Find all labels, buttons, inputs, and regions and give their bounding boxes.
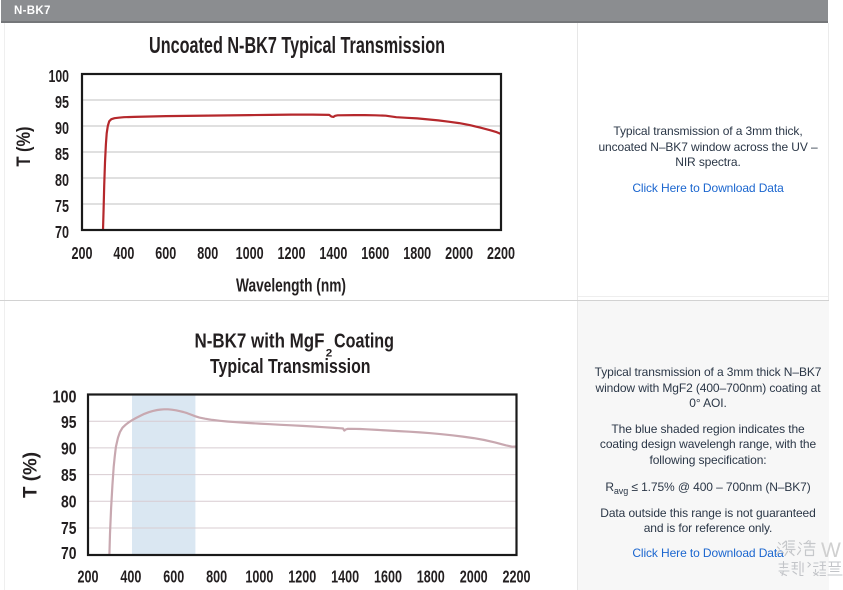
svg-text:200: 200 [78, 567, 99, 587]
svg-text:800: 800 [206, 567, 227, 587]
svg-text:1800: 1800 [403, 243, 431, 263]
svg-text:95: 95 [61, 412, 77, 432]
svg-text:N-BK7 with MgF: N-BK7 with MgF [195, 330, 325, 353]
svg-text:2000: 2000 [445, 243, 473, 263]
svg-text:Uncoated N-BK7 Typical Transmi: Uncoated N-BK7 Typical Transmission [149, 32, 445, 58]
svg-text:T (%): T (%) [14, 127, 35, 167]
svg-text:90: 90 [61, 439, 77, 459]
svg-text:T (%): T (%) [21, 452, 42, 498]
svg-text:600: 600 [155, 243, 176, 263]
svg-text:400: 400 [120, 567, 141, 587]
svg-text:95: 95 [55, 92, 69, 112]
svg-text:1400: 1400 [319, 243, 347, 263]
svg-text:75: 75 [55, 196, 69, 216]
svg-text:70: 70 [55, 222, 69, 242]
svg-text:2200: 2200 [503, 567, 531, 587]
svg-text:400: 400 [113, 243, 134, 263]
svg-text:200: 200 [72, 243, 93, 263]
svg-text:100: 100 [49, 66, 70, 86]
svg-text:85: 85 [55, 144, 69, 164]
svg-text:2000: 2000 [460, 567, 488, 587]
svg-text:2200: 2200 [487, 243, 515, 263]
svg-text:800: 800 [197, 243, 218, 263]
svg-text:1400: 1400 [331, 567, 359, 587]
svg-text:600: 600 [163, 567, 184, 587]
svg-text:1200: 1200 [278, 243, 306, 263]
svg-text:1000: 1000 [245, 567, 273, 587]
svg-text:2: 2 [326, 348, 333, 360]
svg-text:1800: 1800 [417, 567, 445, 587]
svg-text:1600: 1600 [361, 243, 389, 263]
svg-text:90: 90 [55, 118, 69, 138]
svg-text:75: 75 [61, 518, 77, 538]
svg-text:1000: 1000 [236, 243, 264, 263]
svg-text:1200: 1200 [288, 567, 316, 587]
svg-text:Wavelength (nm): Wavelength (nm) [236, 275, 346, 296]
svg-text:Typical Transmission: Typical Transmission [210, 355, 371, 378]
svg-text:W: W [821, 539, 841, 562]
svg-text:70: 70 [61, 543, 77, 563]
svg-text:100: 100 [53, 386, 77, 406]
svg-text:80: 80 [61, 492, 77, 512]
svg-text:80: 80 [55, 170, 69, 190]
svg-text:85: 85 [61, 465, 77, 485]
svg-text:1600: 1600 [374, 567, 402, 587]
svg-text:Coating: Coating [334, 330, 394, 353]
